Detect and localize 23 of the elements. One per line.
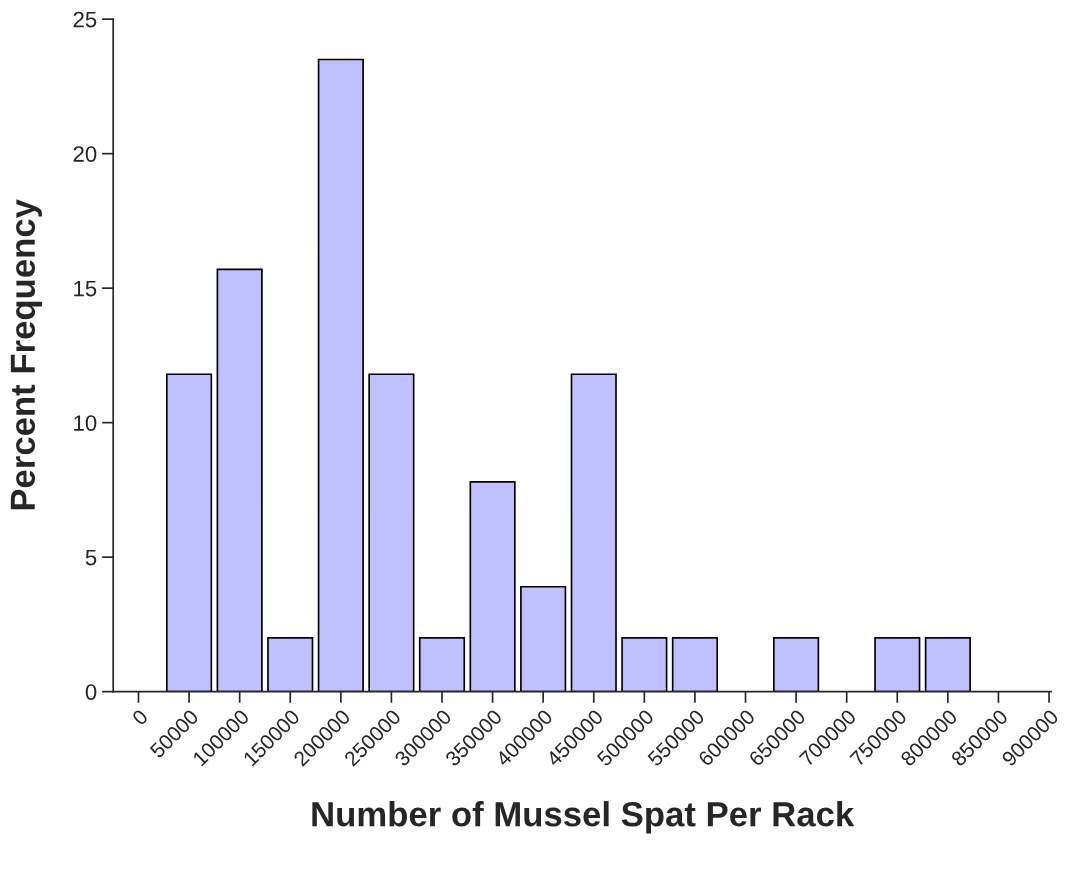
bar (924, 637, 971, 692)
x-tick-label: 0 (131, 708, 149, 727)
bar (267, 637, 314, 692)
y-tick-label: 15 (74, 280, 97, 297)
bar (874, 637, 921, 692)
y-tick-label: 5 (85, 549, 97, 566)
bar (368, 373, 415, 692)
bar (469, 480, 516, 692)
y-tick-label: 0 (85, 684, 97, 700)
bar (671, 637, 719, 692)
y-tick-label: 20 (73, 146, 97, 162)
bar (317, 58, 364, 692)
bar (216, 268, 263, 692)
bar (621, 637, 668, 692)
y-tick-label: 10 (74, 415, 97, 431)
y-tick-label: 25 (73, 11, 97, 28)
bar (570, 373, 617, 692)
bar (418, 637, 466, 692)
bar (165, 373, 213, 692)
y-axis-title: Percent Frequency (10, 199, 42, 510)
bar (773, 637, 820, 692)
x-axis-title: Number of Mussel Spat Per Rack (312, 801, 855, 834)
bar (520, 585, 567, 692)
